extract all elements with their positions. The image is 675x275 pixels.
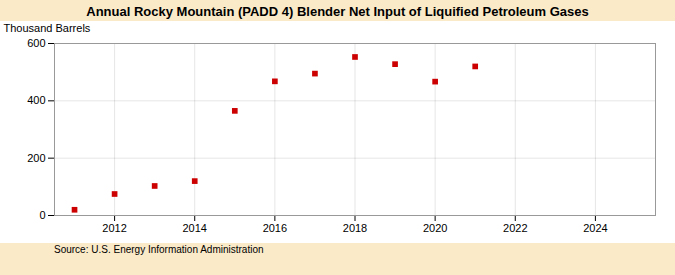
svg-text:0: 0 [39, 209, 45, 221]
svg-text:2014: 2014 [182, 222, 206, 234]
svg-text:2012: 2012 [102, 222, 126, 234]
svg-text:2016: 2016 [263, 222, 287, 234]
svg-text:2020: 2020 [423, 222, 447, 234]
html-text:Source: U.S. Energy Informatio: Source: U.S. Energy Information Administ… [54, 244, 264, 255]
svg-text:2018: 2018 [343, 222, 367, 234]
svg-text:2024: 2024 [583, 222, 607, 234]
html-text:Annual Rocky Mountain (PADD 4): Annual Rocky Mountain (PADD 4) Blender N… [86, 4, 589, 19]
svg-text:400: 400 [27, 94, 45, 106]
svg-text:Thousand Barrels: Thousand Barrels [4, 22, 91, 34]
svg-text:2022: 2022 [503, 222, 527, 234]
svg-text:200: 200 [27, 152, 45, 164]
svg-text:600: 600 [27, 37, 45, 49]
